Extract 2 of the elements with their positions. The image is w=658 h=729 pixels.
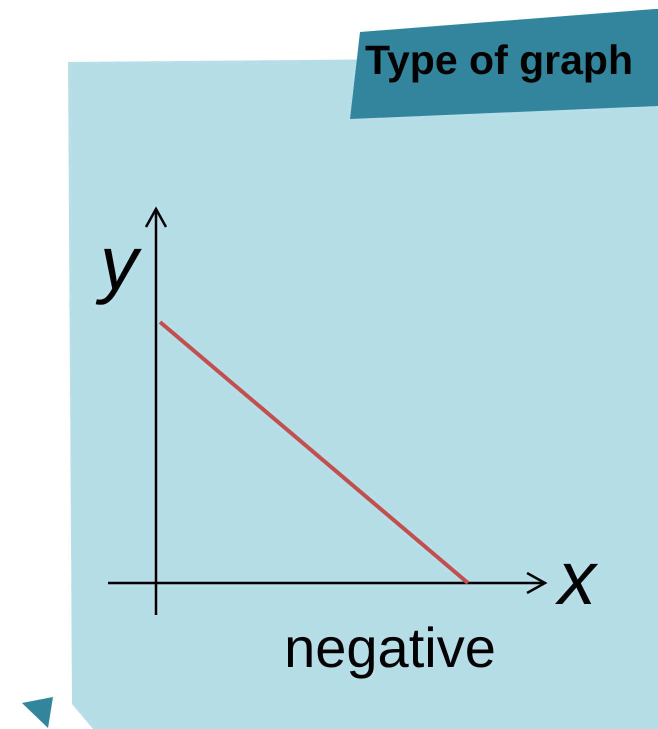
text: negative (283, 616, 497, 679)
chart-title: Type of graph (364, 37, 634, 83)
